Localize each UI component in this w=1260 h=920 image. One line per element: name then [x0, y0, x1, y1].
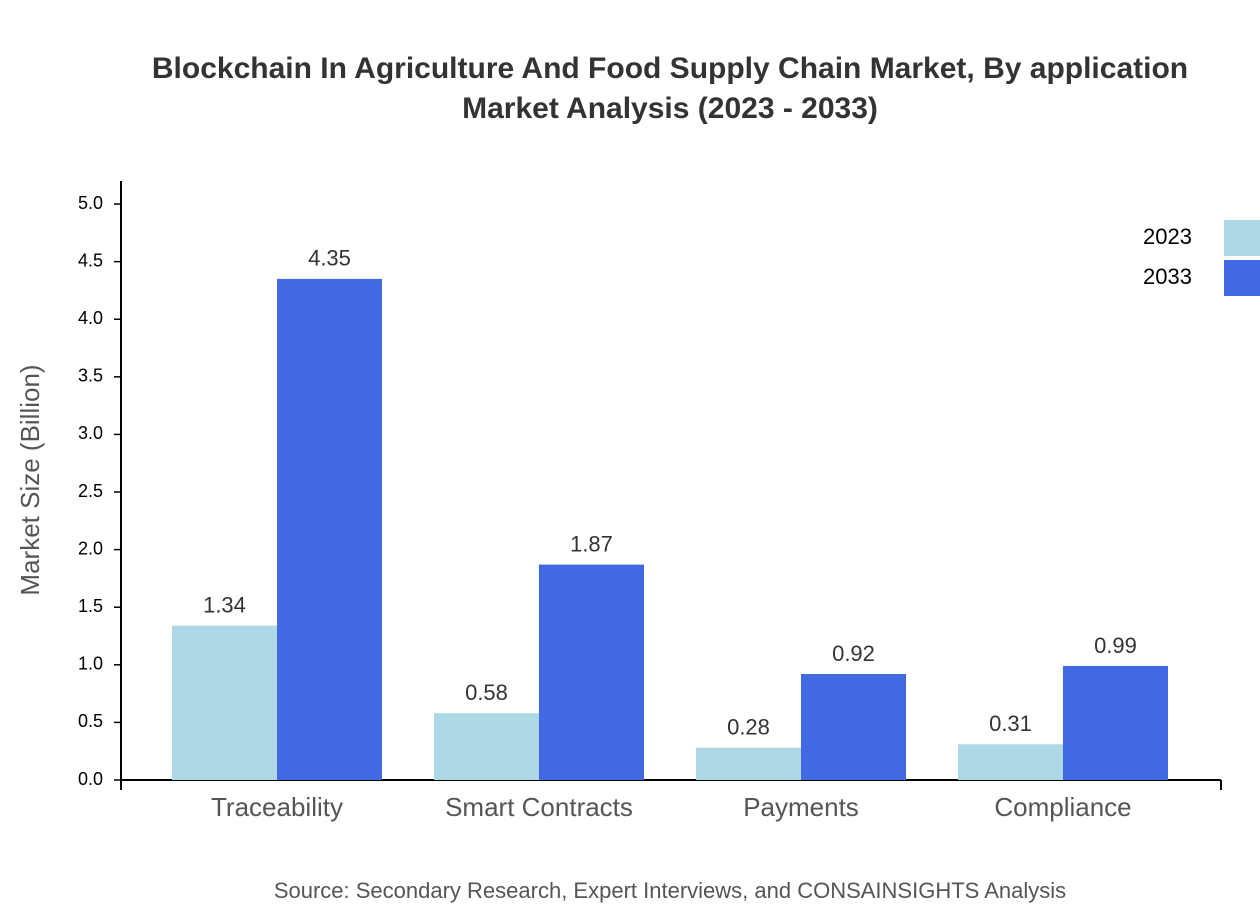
y-tick-label: 2.0: [78, 538, 103, 558]
y-tick-label: 0.5: [78, 711, 103, 731]
y-tick-label: 1.5: [78, 596, 103, 616]
chart-title: Blockchain In Agriculture And Food Suppl…: [152, 52, 1188, 85]
legend-label: 2033: [1143, 264, 1192, 289]
data-label: 0.31: [989, 711, 1032, 736]
bar: [696, 747, 801, 780]
y-tick-label: 3.0: [78, 423, 103, 443]
y-tick-label: 3.5: [78, 366, 103, 386]
bar: [801, 674, 906, 780]
x-tick-label: Traceability: [211, 792, 343, 822]
y-tick-label: 5.0: [78, 193, 103, 213]
chart-title: Market Analysis (2023 - 2033): [462, 92, 878, 125]
x-tick-label: Payments: [743, 792, 859, 822]
x-tick-label: Smart Contracts: [445, 792, 633, 822]
data-label: 4.35: [308, 246, 351, 271]
y-axis-label: Market Size (Billion): [15, 364, 45, 595]
data-label: 0.99: [1094, 633, 1137, 658]
bar: [539, 564, 644, 780]
legend-label: 2023: [1143, 224, 1192, 249]
bar: [958, 744, 1063, 780]
data-label: 1.87: [570, 531, 613, 556]
y-tick-label: 2.5: [78, 481, 103, 501]
data-label: 0.28: [727, 715, 770, 740]
source-note: Source: Secondary Research, Expert Inter…: [274, 878, 1066, 903]
bar: [172, 625, 277, 780]
data-label: 0.58: [465, 680, 508, 705]
legend-swatch: [1224, 260, 1260, 296]
y-tick-label: 4.0: [78, 308, 103, 328]
y-tick-label: 4.5: [78, 250, 103, 270]
bar: [277, 278, 382, 780]
bar: [1063, 665, 1168, 780]
bar: [434, 713, 539, 780]
data-label: 0.92: [832, 641, 875, 666]
x-tick-label: Compliance: [994, 792, 1131, 822]
y-tick-label: 1.0: [78, 654, 103, 674]
data-label: 1.34: [203, 592, 246, 617]
legend-swatch: [1224, 220, 1260, 256]
y-tick-label: 0.0: [78, 769, 103, 789]
